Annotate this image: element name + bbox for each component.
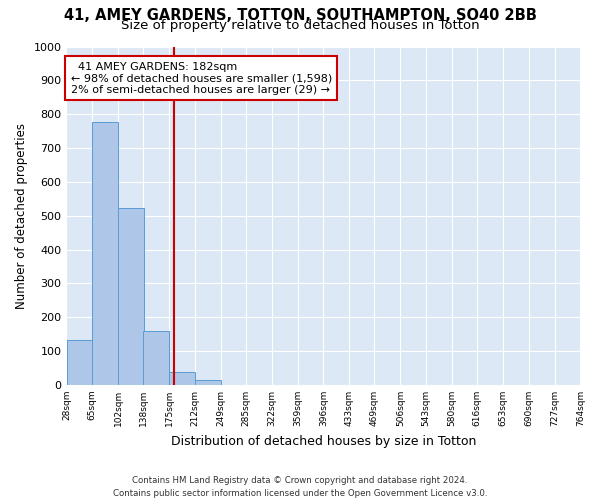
- X-axis label: Distribution of detached houses by size in Totton: Distribution of detached houses by size …: [171, 434, 476, 448]
- Bar: [143, 332, 169, 385]
- Bar: [67, 340, 92, 385]
- Bar: [195, 380, 221, 385]
- Bar: [92, 122, 118, 385]
- Text: Contains HM Land Registry data © Crown copyright and database right 2024.
Contai: Contains HM Land Registry data © Crown c…: [113, 476, 487, 498]
- Text: Size of property relative to detached houses in Totton: Size of property relative to detached ho…: [121, 19, 479, 32]
- Bar: [169, 372, 195, 385]
- Bar: [118, 208, 144, 385]
- Y-axis label: Number of detached properties: Number of detached properties: [15, 122, 28, 308]
- Text: 41 AMEY GARDENS: 182sqm
← 98% of detached houses are smaller (1,598)
2% of semi-: 41 AMEY GARDENS: 182sqm ← 98% of detache…: [71, 62, 332, 95]
- Text: 41, AMEY GARDENS, TOTTON, SOUTHAMPTON, SO40 2BB: 41, AMEY GARDENS, TOTTON, SOUTHAMPTON, S…: [64, 8, 536, 23]
